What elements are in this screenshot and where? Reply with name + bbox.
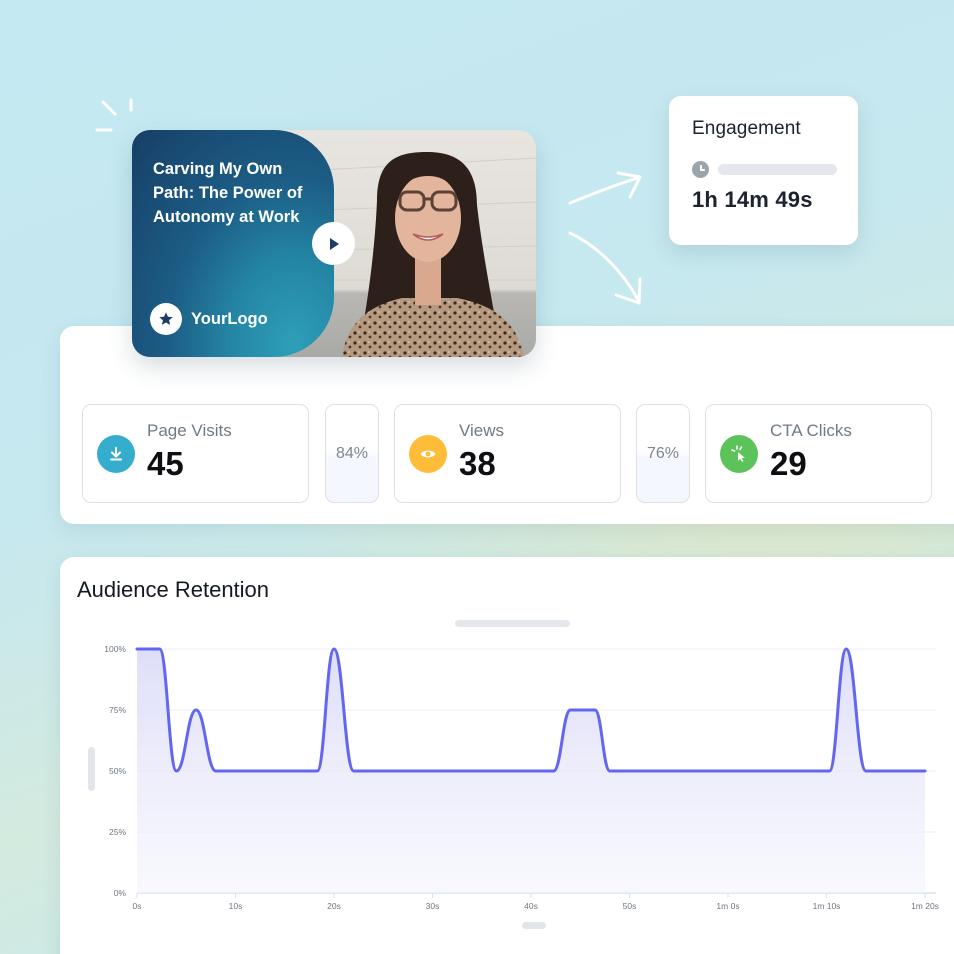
download-icon <box>97 435 135 473</box>
svg-text:0s: 0s <box>133 901 142 911</box>
svg-text:50s: 50s <box>623 901 637 911</box>
svg-text:25%: 25% <box>109 827 126 837</box>
stat-value: 29 <box>770 445 807 482</box>
video-title: Carving My Own Path: The Power of Autono… <box>153 160 303 226</box>
svg-text:75%: 75% <box>109 705 126 715</box>
stat-label: CTA Clicks <box>770 421 852 440</box>
engagement-title: Engagement <box>692 118 801 139</box>
video-title-overlay: Carving My Own Path: The Power of Autono… <box>132 130 334 357</box>
play-icon <box>329 237 339 250</box>
retention-chart: 0% 25% 50% 75% 100% 0s 10s 20s 30s 40s 50s 1m 0s 1m … <box>104 644 939 911</box>
play-button[interactable] <box>312 222 355 265</box>
svg-text:1m 20s: 1m 20s <box>911 901 939 911</box>
logo-text: YourLogo <box>191 309 268 328</box>
video-thumbnail-card[interactable]: Carving My Own Path: The Power of Autono… <box>132 130 536 357</box>
cursor-click-icon <box>720 435 758 473</box>
stat-value: 38 <box>459 445 496 482</box>
svg-text:30s: 30s <box>426 901 440 911</box>
engagement-card: Engagement 1h 14m 49s <box>669 96 858 245</box>
stat-card-page-visits: Page Visits 45 <box>82 404 309 503</box>
stat-card-views: Views 38 <box>394 404 621 503</box>
audience-retention-panel: Audience Retention 0% 25% 50% 75% 100% 0s 10s 2… <box>60 557 954 954</box>
svg-text:100%: 100% <box>104 644 126 654</box>
vertical-scroll-handle[interactable] <box>88 747 95 791</box>
retention-line <box>135 647 927 773</box>
svg-text:10s: 10s <box>229 901 243 911</box>
svg-text:50%: 50% <box>109 766 126 776</box>
legend-placeholder <box>455 620 570 627</box>
star-icon <box>150 303 182 335</box>
engagement-time-value: 1h 14m 49s <box>692 187 813 212</box>
clock-icon <box>692 161 709 178</box>
stat-label: Views <box>459 421 505 440</box>
svg-text:40s: 40s <box>524 901 538 911</box>
svg-text:20s: 20s <box>327 901 341 911</box>
conversion-rate-views-to-clicks: 76% <box>636 404 690 503</box>
stat-card-cta-clicks: CTA Clicks 29 <box>705 404 932 503</box>
eye-icon <box>409 435 447 473</box>
chart-title: Audience Retention <box>77 577 270 602</box>
stat-value: 45 <box>147 445 184 482</box>
engagement-bar <box>718 164 837 175</box>
brand-logo: YourLogo <box>150 303 268 335</box>
stat-label: Page Visits <box>147 421 232 440</box>
svg-text:1m 0s: 1m 0s <box>716 901 739 911</box>
svg-text:1m 10s: 1m 10s <box>813 901 841 911</box>
horizontal-scroll-handle[interactable] <box>522 922 546 929</box>
conversion-rate-visits-to-views: 84% <box>325 404 379 503</box>
sparkle-decoration-icon <box>95 98 133 132</box>
svg-text:0%: 0% <box>114 888 127 898</box>
arrows-decoration-icon <box>568 171 642 305</box>
stats-panel: Page Visits 45 84% Views 38 76% CTA Clic… <box>60 326 954 524</box>
